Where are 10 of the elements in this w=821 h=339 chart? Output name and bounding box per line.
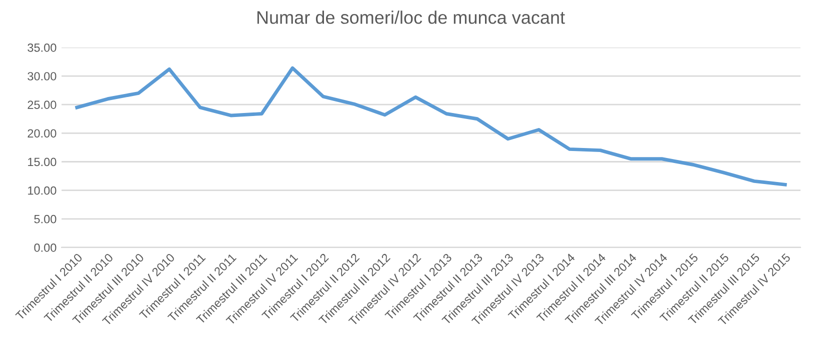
y-tick-label: 15.00 — [28, 158, 56, 166]
y-tick-label: 30.00 — [28, 72, 56, 80]
y-tick-label: 20.00 — [28, 129, 56, 138]
y-tick-label: 25.00 — [28, 100, 56, 109]
y-tick-label: 0.00 — [34, 244, 56, 252]
chart-title: Numar de someri/loc de munca vacant — [257, 10, 565, 24]
y-tick-label: 35.00 — [28, 43, 56, 52]
y-tick-label: 10.00 — [28, 186, 56, 195]
line-series — [75, 66, 787, 186]
y-tick-label: 5.00 — [34, 214, 56, 224]
